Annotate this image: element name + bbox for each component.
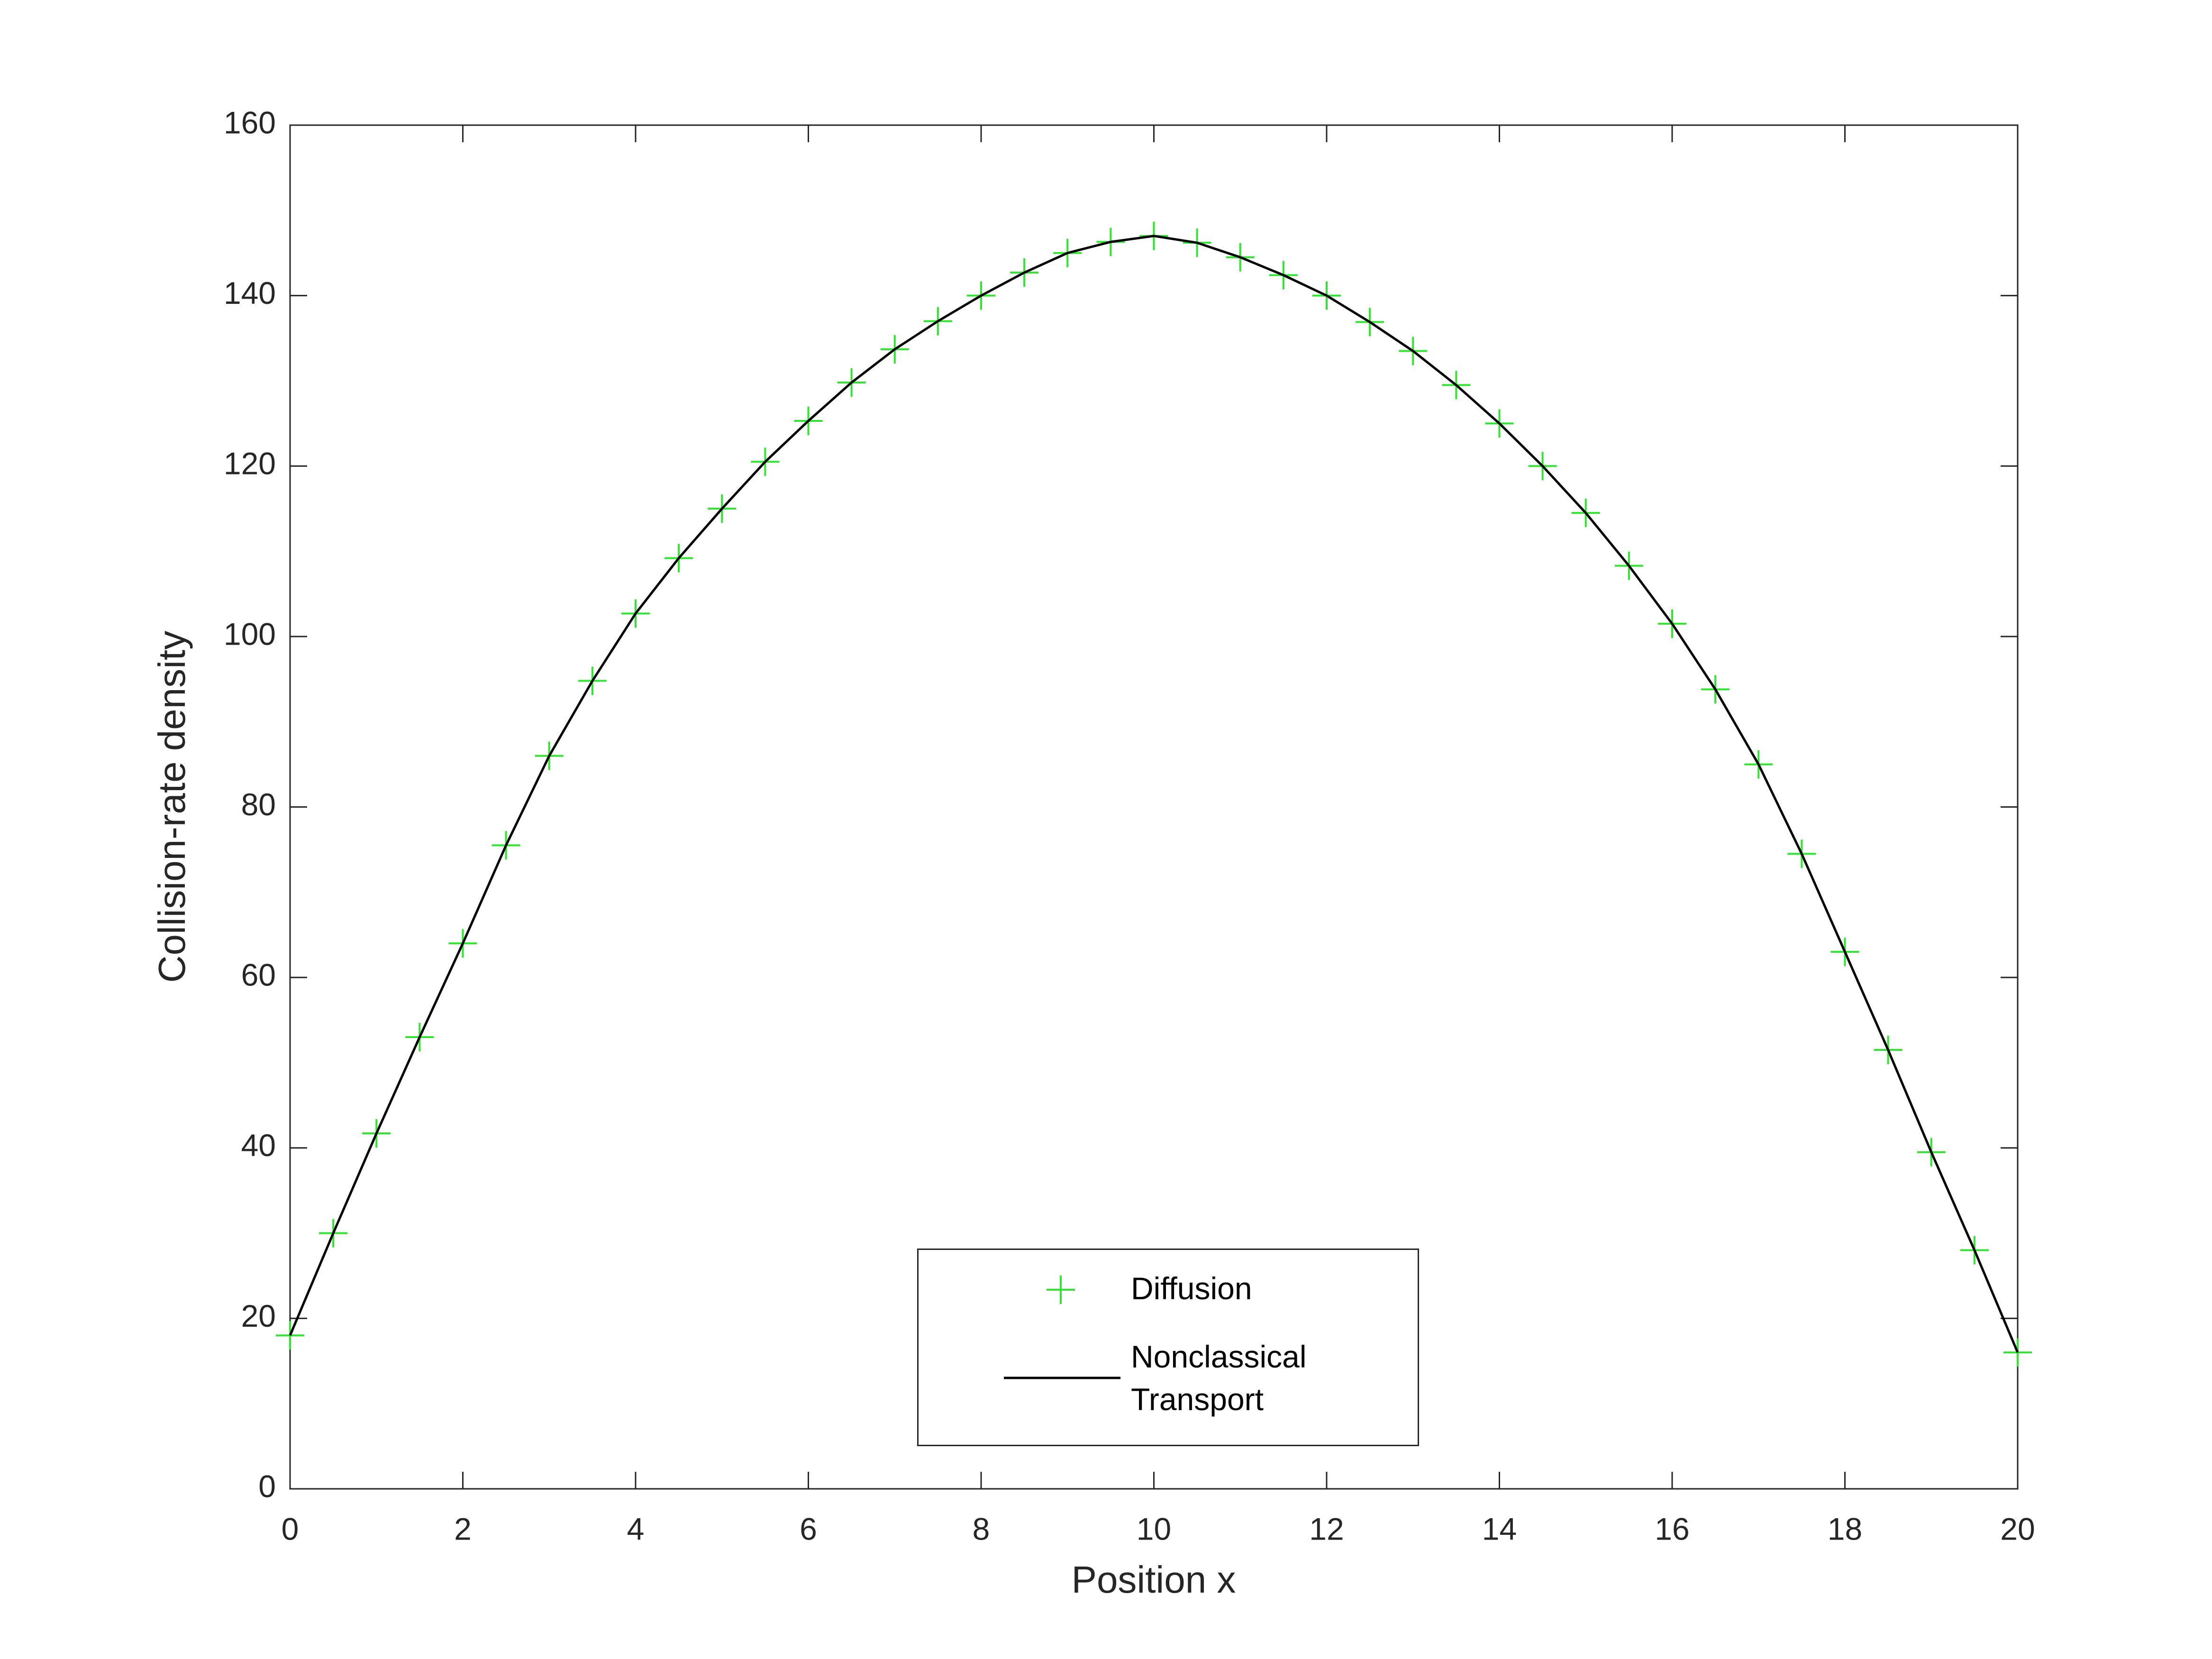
x-tick-label: 0	[282, 1511, 299, 1546]
y-tick-label: 0	[258, 1468, 276, 1504]
legend-label: Diffusion	[1131, 1271, 1252, 1306]
x-tick-label: 10	[1137, 1511, 1171, 1546]
legend-label: Nonclassical Transport	[1131, 1339, 1307, 1417]
x-tick-label: 14	[1482, 1511, 1517, 1546]
y-tick-label: 140	[224, 275, 276, 310]
x-tick-label: 2	[454, 1511, 472, 1546]
y-tick-label: 40	[241, 1128, 276, 1163]
x-tick-label: 4	[627, 1511, 645, 1546]
marker	[276, 1321, 304, 1350]
y-tick-label: 80	[241, 787, 276, 822]
x-tick-label: 12	[1309, 1511, 1344, 1546]
y-tick-label: 60	[241, 957, 276, 993]
y-tick-label: 100	[224, 616, 276, 651]
y-tick-label: 20	[241, 1298, 276, 1333]
y-tick-label: 160	[224, 105, 276, 140]
x-tick-label: 16	[1655, 1511, 1689, 1546]
legend-symbols	[1004, 1276, 1120, 1379]
y-tick-label: 120	[224, 446, 276, 481]
x-axis-label: Position x	[1072, 1559, 1236, 1601]
x-tick-label: 18	[1828, 1511, 1862, 1546]
x-tick-label: 20	[2000, 1511, 2035, 1546]
series-line	[289, 235, 2019, 1353]
x-tick-label: 6	[800, 1511, 817, 1546]
legend-marker	[1047, 1276, 1075, 1304]
y-axis-label: Collision-rate density	[151, 631, 193, 983]
legend: Diffusion Nonclassical Transport	[917, 1249, 1419, 1446]
x-tick-label: 8	[973, 1511, 990, 1546]
